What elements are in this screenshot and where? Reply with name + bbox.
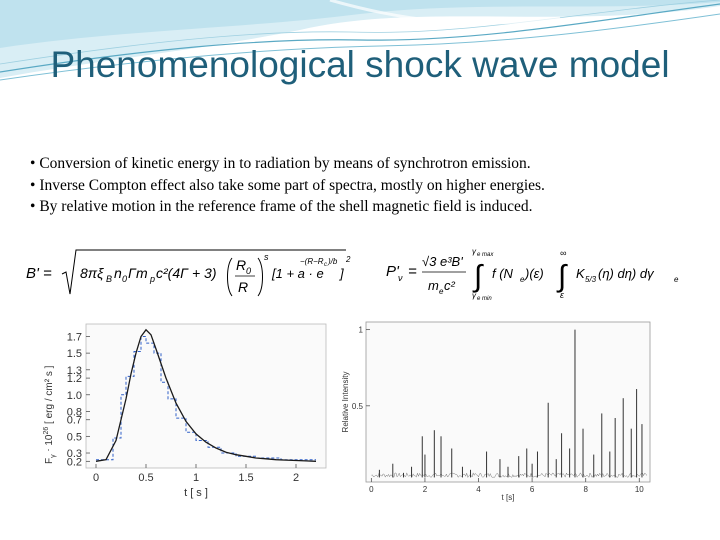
plot-area xyxy=(85,323,327,469)
relative-intensity-plot: 0 2 4 6 8 10 0.5 1 Relative Intensity t [s] xyxy=(341,321,651,502)
eq-exp: 2 xyxy=(345,255,351,264)
bullet-list: • Conversion of kinetic energy in to rad… xyxy=(30,153,710,218)
bullet-item: • By relative motion in the reference fr… xyxy=(30,198,533,215)
x-tick-label: 4 xyxy=(476,485,481,494)
y-tick-label: 1.3 xyxy=(67,365,82,377)
header-wave-decoration xyxy=(0,0,720,81)
eq-exp: s xyxy=(264,252,269,262)
eq-term: 8πξ xyxy=(80,265,104,281)
eq-term: n xyxy=(114,265,122,281)
eq-limit: γ xyxy=(472,247,477,256)
eq-term: (η) dη) dγ xyxy=(598,266,655,281)
eq-den: m xyxy=(428,278,439,293)
y-tick-label: 1.7 xyxy=(67,331,82,343)
bullet-item: • Inverse Compton effect also take some … xyxy=(30,176,545,194)
integral-sign: ∫ xyxy=(472,260,484,293)
power-equation: P' ν = √3 e³B' m e c² ∫ γ e max γ e min … xyxy=(384,246,684,302)
y-tick-label: 0.7 xyxy=(67,415,82,427)
x-tick-label: 10 xyxy=(635,485,644,494)
x-tick-label: 2 xyxy=(293,472,299,484)
y-tick-label: 1.2 xyxy=(67,373,82,385)
y-tick-label: 0.3 xyxy=(67,448,82,460)
eq-frac-bottom: R xyxy=(238,279,248,295)
eq-sub: e xyxy=(674,275,679,284)
eq-den: c² xyxy=(444,278,456,293)
y-tick-label: 0.2 xyxy=(67,456,82,468)
eq-exp-sub: c xyxy=(324,262,327,268)
x-tick-label: 1 xyxy=(193,472,199,484)
integral-sign: ∫ xyxy=(556,260,568,293)
equation-render: P' ν = √3 e³B' m e c² ∫ γ e max γ e min … xyxy=(386,247,679,302)
x-axis-label: t [s] xyxy=(502,493,515,502)
eq-sub: p xyxy=(149,274,155,284)
y-axis-label: Relative Intensity xyxy=(341,372,350,433)
eq-sub: e xyxy=(520,275,525,284)
eq-sub: 0 xyxy=(246,266,251,276)
eq-term: ] xyxy=(338,266,344,281)
bullet-item: • Conversion of kinetic energy in to rad… xyxy=(30,155,531,172)
x-tick-label: 0 xyxy=(369,485,374,494)
y-axis-label: Fγ ⋅ 1026 [ erg / cm² s ] xyxy=(43,365,57,464)
eq-num: √3 e³B' xyxy=(422,254,463,269)
y-tick-label: 0.5 xyxy=(352,402,364,411)
x-tick-label: 0 xyxy=(93,472,99,484)
baseline-noise xyxy=(371,472,648,479)
eq-limit-sub: e min xyxy=(477,296,492,302)
x-axis-label: t [ s ] xyxy=(184,487,208,499)
eq-frac-top: R xyxy=(236,257,246,273)
eq-limit: γ xyxy=(472,291,477,300)
x-tick-label: 6 xyxy=(530,485,535,494)
equation-render: B' = 8πξ B n 0 Γm p c²(4Γ + 3) R 0 R s [… xyxy=(26,249,351,297)
eq-equals: = xyxy=(408,263,417,280)
eq-limit: ε xyxy=(560,290,565,300)
y-tick-label: 0.8 xyxy=(67,406,82,418)
light-curve-plot: 0 0.5 1 1.5 2 0.20.3 0.5 0.70.8 1.0 1.21.3 1.5 1.7 F… xyxy=(43,323,327,499)
eq-term: f (N xyxy=(492,266,514,281)
eq-term: c²(4Γ + 3) xyxy=(156,265,217,281)
bullet-text: By relative motion in the reference fram… xyxy=(39,198,533,215)
x-tick-label: 2 xyxy=(423,485,428,494)
plot-area xyxy=(365,321,651,483)
x-tick-label: 0.5 xyxy=(138,472,153,484)
y-tick-label: 1.5 xyxy=(67,348,82,360)
eq-sub: ν xyxy=(398,273,403,283)
magnetic-field-equation: B' = 8πξ B n 0 Γm p c²(4Γ + 3) R 0 R s [… xyxy=(26,246,356,302)
eq-sub: e xyxy=(439,287,444,296)
eq-limit: ∞ xyxy=(560,248,566,258)
eq-term: [1 + a · e xyxy=(271,266,324,281)
eq-term: Γm xyxy=(128,265,148,281)
model-fit-line xyxy=(95,328,317,462)
bullet-text: Conversion of kinetic energy in to radia… xyxy=(39,155,531,172)
eq-exp: −(R−R xyxy=(300,257,324,266)
eq-sub: 0 xyxy=(122,274,127,284)
slide-title: Phenomenological shock wave model xyxy=(50,44,670,85)
y-tick-label: 1 xyxy=(359,326,364,335)
eq-term: K xyxy=(576,266,586,281)
eq-exp: )/b xyxy=(327,257,338,266)
eq-limit-sub: e max xyxy=(477,252,494,258)
bullet-text: Inverse Compton effect also take some pa… xyxy=(39,176,545,194)
y-tick-label: 1.0 xyxy=(67,390,82,402)
x-tick-label: 8 xyxy=(583,485,588,494)
eq-lhs: P' xyxy=(386,263,400,280)
eq-sub: 5/3 xyxy=(585,275,597,284)
observed-data-line xyxy=(96,336,316,461)
y-tick-label: 0.5 xyxy=(67,431,82,443)
x-tick-label: 1.5 xyxy=(238,472,253,484)
eq-sub: B xyxy=(106,274,112,284)
eq-term: )(ε) xyxy=(523,266,544,281)
eq-lhs: B' = xyxy=(26,265,52,282)
